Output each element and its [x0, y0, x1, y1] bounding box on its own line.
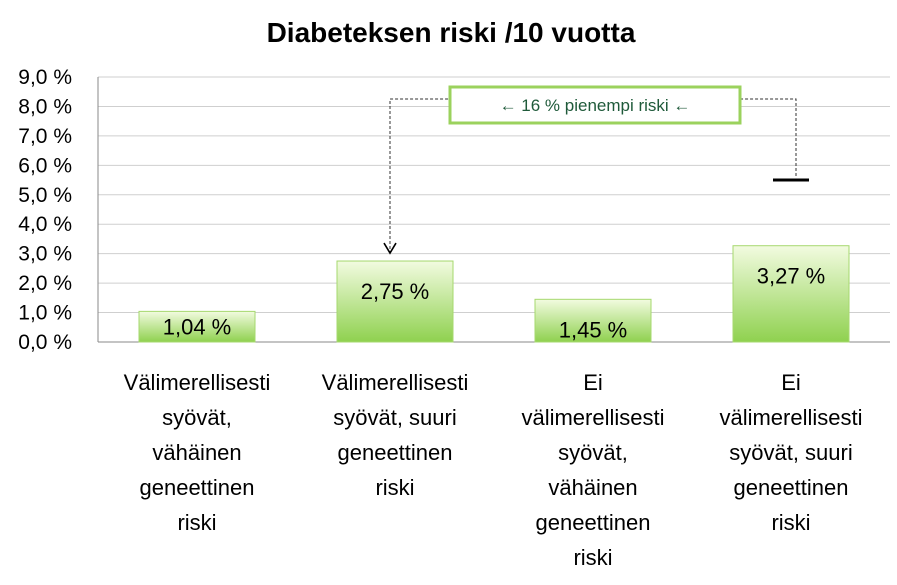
bar [534, 298, 652, 343]
annotation-arrowhead [383, 242, 397, 255]
bar [336, 260, 454, 343]
chart-title: Diabeteksen riski /10 vuotta [267, 17, 636, 48]
category-label: Ei välimerellisesti syövät, vähäinen geneett… [521, 370, 664, 570]
y-tick-label: 8,0 % [18, 95, 72, 118]
y-tick-label: 6,0 % [18, 154, 72, 177]
bar [732, 245, 850, 343]
data-label: 2,75 % [361, 279, 430, 304]
y-tick-label: 1,0 % [18, 302, 72, 325]
y-axis-ticks: 0,0 % 1,0 % 2,0 % 3,0 % 4,0 % 5,0 % 6,0 % 7,0 %… [18, 66, 72, 354]
y-tick-label: 9,0 % [18, 66, 72, 89]
data-label: 1,45 % [559, 317, 628, 342]
y-tick-label: 3,0 % [18, 243, 72, 266]
bars: 1,04 % 2,75 % 1,45 % 3,27 % [138, 245, 850, 343]
data-label: 1,04 % [163, 315, 232, 340]
category-labels: Välimerellisesti syövät, vähäinen geneettin… [124, 370, 863, 570]
data-label: 3,27 % [757, 264, 826, 289]
bar [138, 310, 256, 343]
y-tick-label: 0,0 % [18, 331, 72, 354]
y-tick-label: 5,0 % [18, 184, 72, 207]
category-label: Välimerellisesti syövät, vähäinen geneettin… [124, 370, 271, 535]
annotation-box [448, 85, 742, 125]
y-tick-label: 2,0 % [18, 272, 72, 295]
category-label: Ei välimerellisesti syövät, suuri geneettin… [719, 370, 862, 535]
annotation-text: ← 16 % pienempi riski ← [500, 96, 691, 115]
y-tick-label: 7,0 % [18, 125, 72, 148]
annotation: ← 16 % pienempi riski ← [383, 85, 797, 255]
y-tick-label: 4,0 % [18, 213, 72, 236]
category-label: Välimerellisesti syövät, suuri geneettinen… [322, 370, 469, 500]
